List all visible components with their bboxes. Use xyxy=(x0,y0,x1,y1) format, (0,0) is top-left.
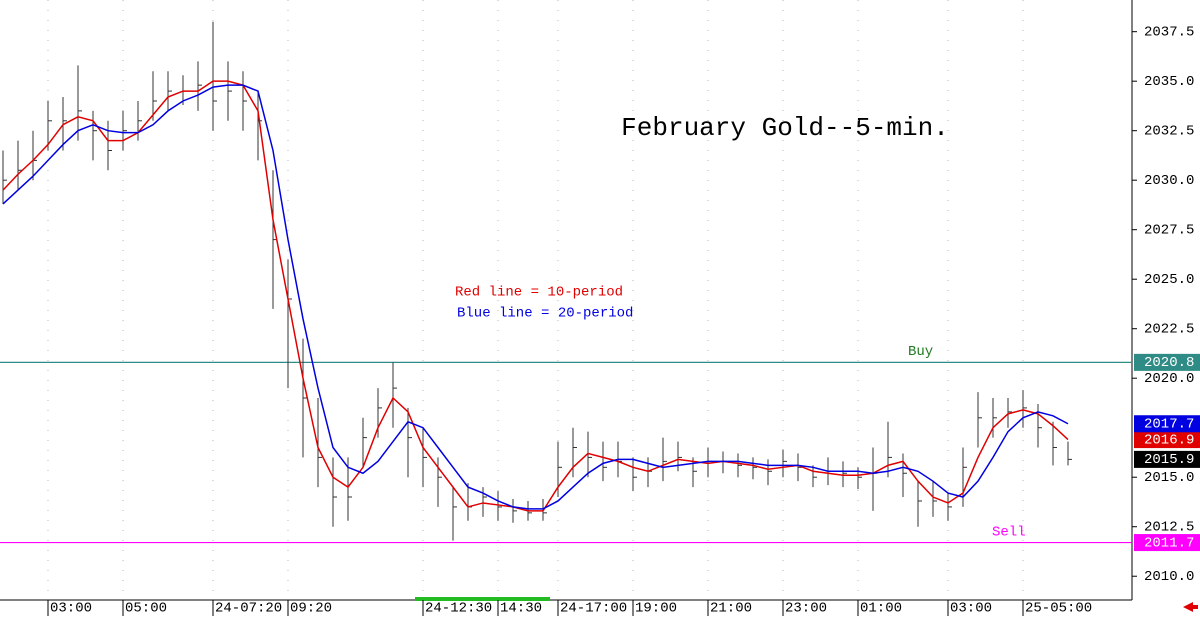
x-tick-label: 21:00 xyxy=(710,601,752,617)
x-tick-label: 14:30 xyxy=(500,601,542,617)
x-tick-label: 03:00 xyxy=(950,601,992,617)
x-tick-label: 01:00 xyxy=(860,601,902,617)
x-tick-label: 24-07:20 xyxy=(215,601,282,617)
ma-line xyxy=(2,80,1069,512)
annotation: Blue line = 20-period xyxy=(457,306,633,322)
level-label: Sell xyxy=(992,524,1026,540)
x-tick-label: 09:20 xyxy=(290,601,332,617)
session-marker xyxy=(415,597,550,601)
x-tick-label: 25-05:00 xyxy=(1025,601,1092,617)
y-tick-label: 2032.5 xyxy=(1144,123,1194,139)
price-box xyxy=(1134,415,1200,433)
price-box-label: 2016.9 xyxy=(1144,432,1194,448)
y-tick-label: 2020.0 xyxy=(1144,371,1194,387)
price-box-label: 2015.9 xyxy=(1144,452,1194,468)
x-tick-label: 24-17:00 xyxy=(560,601,627,617)
y-tick-label: 2030.0 xyxy=(1144,173,1194,189)
price-box xyxy=(1134,450,1200,468)
price-box-label: 2011.7 xyxy=(1144,535,1194,551)
y-tick-label: 2015.0 xyxy=(1144,470,1194,486)
chart-title: February Gold--5-min. xyxy=(621,113,949,143)
x-tick-label: 24-12:30 xyxy=(425,601,492,617)
y-tick-label: 2035.0 xyxy=(1144,74,1194,90)
price-box-label: 2017.7 xyxy=(1144,416,1194,432)
scroll-arrow[interactable] xyxy=(1183,602,1198,612)
y-tick-label: 2010.0 xyxy=(1144,569,1194,585)
y-tick-label: 2022.5 xyxy=(1144,321,1194,337)
annotation: Red line = 10-period xyxy=(455,285,623,301)
level-label: Buy xyxy=(908,344,933,360)
price-box xyxy=(1134,431,1200,449)
price-box xyxy=(1134,534,1200,552)
y-tick-label: 2037.5 xyxy=(1144,24,1194,40)
y-tick-label: 2025.0 xyxy=(1144,272,1194,288)
x-tick-label: 19:00 xyxy=(635,601,677,617)
x-tick-label: 03:00 xyxy=(50,601,92,617)
ma-line xyxy=(2,84,1069,510)
x-tick-label: 23:00 xyxy=(785,601,827,617)
x-tick-label: 05:00 xyxy=(125,601,167,617)
price-box xyxy=(1134,353,1200,371)
price-box-label: 2020.8 xyxy=(1144,355,1194,371)
y-tick-label: 2027.5 xyxy=(1144,222,1194,238)
y-tick-label: 2012.5 xyxy=(1144,519,1194,535)
